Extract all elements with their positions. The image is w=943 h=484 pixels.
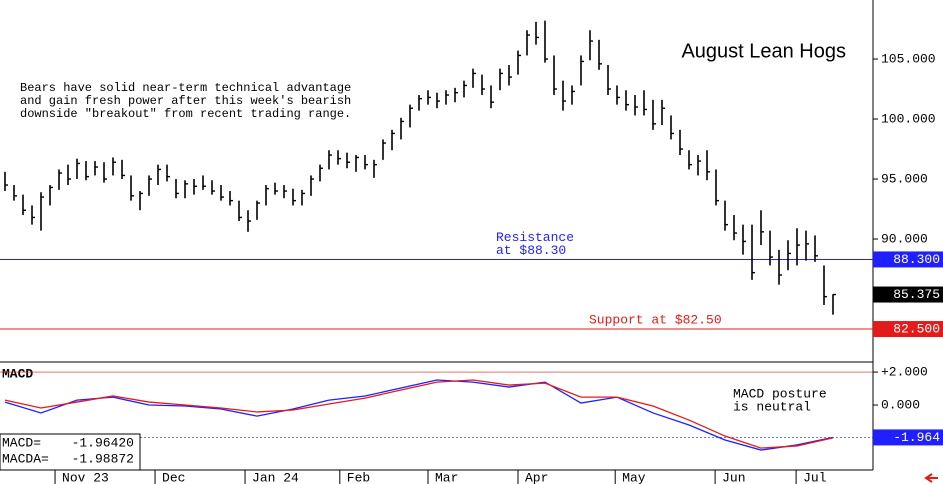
- macd-line: [4, 379, 834, 449]
- y-tick-label: 100.000: [881, 111, 936, 126]
- y-tick-label: 0.000: [881, 397, 920, 412]
- x-tick-label: Dec: [162, 470, 185, 484]
- level-label: 88.300: [893, 252, 940, 267]
- y-tick-label: 105.000: [881, 51, 936, 66]
- level-note: Support at $82.50: [589, 312, 722, 327]
- marker-box: [873, 429, 943, 446]
- annotation: MACD posture: [733, 386, 827, 401]
- legend-name: MACDA=: [2, 451, 49, 466]
- legend-name: MACD=: [2, 435, 41, 450]
- legend-box: [0, 433, 141, 471]
- x-tick-label: Jan 24: [252, 470, 299, 484]
- x-tick-label: Nov 23: [62, 470, 109, 484]
- marker-label: -1.964: [893, 430, 940, 445]
- macd-title: MACD: [2, 366, 33, 381]
- x-tick-label: May: [622, 470, 646, 484]
- y-tick-label: +2.000: [881, 364, 928, 379]
- x-tick-label: Feb: [347, 470, 370, 484]
- y-tick-label: 95.000: [881, 171, 928, 186]
- legend-value: -1.96420: [72, 435, 134, 450]
- y-tick-label: 90.000: [881, 231, 928, 246]
- level-label: 82.500: [893, 321, 940, 336]
- last-price-label: 85.375: [893, 287, 940, 302]
- annotation: and gain fresh power after this week's b…: [20, 94, 351, 108]
- macd-line: [4, 379, 834, 451]
- level-note: at $88.30: [496, 243, 566, 258]
- chart-title: August Lean Hogs: [681, 40, 846, 62]
- annotation: Bears have solid near-term technical adv…: [20, 81, 351, 95]
- x-tick-label: Mar: [435, 470, 458, 484]
- x-tick-label: Apr: [525, 470, 548, 484]
- x-tick-label: Jun: [722, 470, 745, 484]
- last-price-box: [873, 286, 943, 303]
- x-tick-label: Jul: [803, 470, 827, 484]
- level-box: [873, 251, 943, 268]
- level-note: Resistance: [496, 230, 574, 245]
- annotation: is neutral: [733, 399, 811, 414]
- level-box: [873, 321, 943, 338]
- annotation: downside "breakout" from recent trading …: [20, 107, 351, 121]
- nav-arrow[interactable]: [924, 473, 938, 483]
- legend-value: -1.98872: [72, 451, 134, 466]
